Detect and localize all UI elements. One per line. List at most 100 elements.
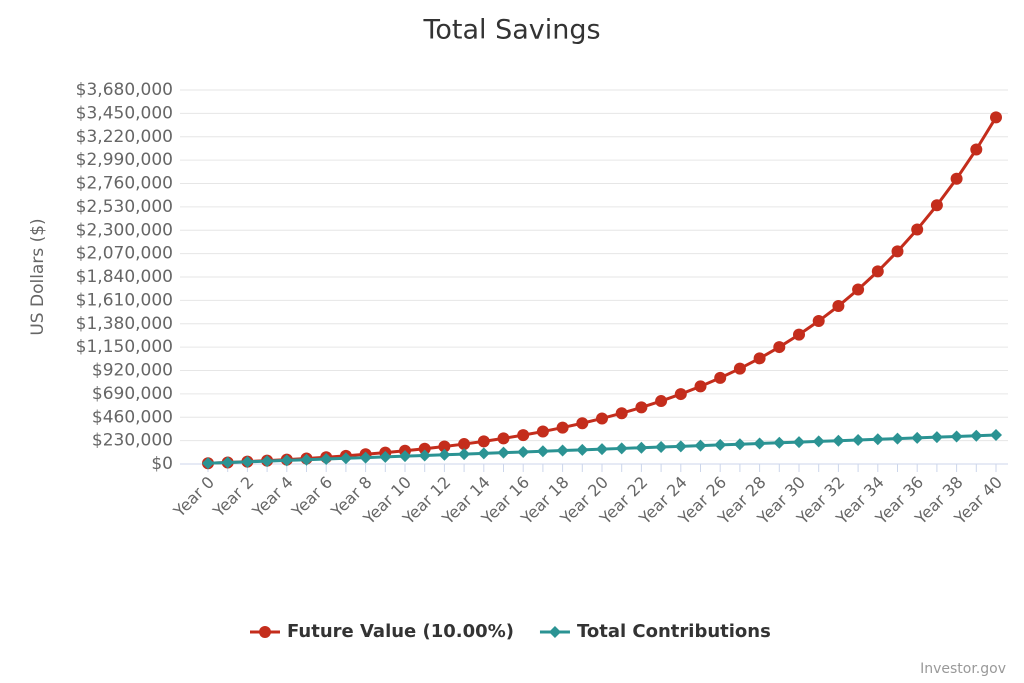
point: [694, 439, 707, 452]
point: [596, 412, 608, 425]
y-tick-label: $1,380,000: [76, 314, 173, 334]
y-tick-label: $0: [151, 454, 173, 474]
point: [852, 433, 865, 446]
y-tick-label: $920,000: [92, 361, 173, 381]
x-tick-label: Year 2: [209, 473, 258, 522]
point: [477, 435, 490, 448]
point: [753, 352, 766, 365]
y-tick-label: $2,070,000: [76, 244, 173, 264]
point: [832, 434, 845, 447]
point: [536, 445, 549, 458]
point: [300, 453, 313, 466]
point: [261, 455, 274, 468]
credit: Investor.gov: [920, 661, 1006, 677]
y-tick-label: $1,150,000: [76, 337, 173, 357]
point: [280, 454, 293, 467]
point: [497, 432, 510, 445]
point: [596, 443, 608, 456]
point: [891, 245, 904, 258]
chart-title: Total Savings: [422, 15, 600, 46]
point: [418, 442, 431, 455]
point: [615, 442, 628, 455]
point: [793, 328, 805, 341]
point: [458, 438, 471, 451]
point: [871, 265, 884, 278]
point: [556, 444, 569, 457]
point: [536, 425, 549, 438]
legend: Future Value (10.00%) Total Contributions: [250, 621, 771, 642]
point: [438, 440, 451, 453]
point: [339, 452, 352, 465]
point: [714, 371, 727, 384]
point: [655, 441, 668, 454]
point: [320, 453, 333, 466]
point: [556, 421, 569, 434]
point: [674, 388, 687, 401]
series-line: [207, 116, 998, 465]
legend-label: Total Contributions: [577, 621, 771, 642]
y-tick-label: $2,530,000: [76, 197, 173, 217]
point: [694, 380, 707, 393]
point: [359, 451, 372, 464]
point: [871, 433, 884, 446]
legend-label: Future Value (10.00%): [287, 621, 514, 642]
point: [970, 429, 983, 442]
point: [753, 437, 766, 450]
point: [852, 283, 865, 296]
point: [950, 172, 963, 185]
point: [970, 143, 983, 156]
point: [379, 450, 392, 463]
point: [891, 432, 904, 445]
point: [832, 300, 845, 313]
point: [635, 401, 648, 414]
point: [497, 446, 510, 459]
point: [911, 223, 924, 236]
point: [773, 341, 786, 354]
point: [576, 443, 589, 456]
point: [477, 447, 490, 460]
point: [714, 438, 727, 451]
point: [635, 441, 648, 454]
point: [950, 430, 963, 443]
point: [438, 448, 451, 461]
point: [418, 449, 431, 462]
y-tick-label: $2,300,000: [76, 220, 173, 240]
point: [655, 395, 668, 408]
point: [615, 407, 628, 420]
point: [399, 450, 411, 463]
y-tick-label: $3,450,000: [76, 103, 173, 123]
point: [990, 429, 1002, 442]
point: [773, 436, 786, 449]
legend-marker: [548, 626, 561, 638]
point: [930, 431, 943, 444]
point: [202, 457, 214, 470]
point: [576, 417, 589, 430]
point: [733, 438, 746, 451]
y-tick-label: $3,220,000: [76, 127, 173, 147]
point: [911, 431, 924, 444]
y-tick-label: $2,990,000: [76, 150, 173, 170]
point: [517, 445, 530, 458]
y-tick-label: $1,840,000: [76, 267, 173, 287]
point: [793, 436, 805, 449]
x-tick-label: Year 4: [248, 473, 297, 522]
y-tick-label: $2,760,000: [76, 174, 173, 194]
point: [674, 440, 687, 453]
y-tick-label: $3,680,000: [76, 80, 173, 100]
y-tick-label: $460,000: [92, 407, 173, 427]
y-tick-label: $690,000: [92, 384, 173, 404]
point: [221, 456, 234, 469]
legend-marker: [259, 626, 271, 638]
point: [241, 455, 254, 468]
y-axis-title: US Dollars ($): [28, 218, 48, 335]
x-tick-label: Year 6: [287, 473, 336, 522]
point: [733, 362, 746, 375]
point: [517, 429, 530, 442]
point: [930, 199, 943, 212]
point: [458, 448, 471, 461]
point: [990, 111, 1002, 124]
y-tick-label: $230,000: [92, 431, 173, 451]
y-tick-label: $1,610,000: [76, 290, 173, 310]
point: [812, 435, 825, 448]
